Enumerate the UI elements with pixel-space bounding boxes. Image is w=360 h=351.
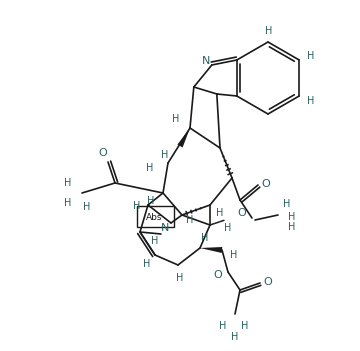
Text: H: H [133, 201, 141, 211]
Text: H: H [64, 198, 72, 208]
Text: H: H [230, 250, 238, 260]
Text: H: H [64, 178, 72, 188]
Text: H: H [307, 51, 315, 61]
Text: H: H [231, 332, 239, 342]
Text: H: H [283, 199, 291, 209]
Text: H: H [265, 26, 273, 36]
Polygon shape [200, 247, 222, 253]
Text: H: H [224, 223, 232, 233]
Text: H: H [161, 150, 169, 160]
Text: H: H [288, 222, 296, 232]
Text: Abs: Abs [146, 212, 163, 221]
Text: O: O [99, 148, 107, 158]
Text: H: H [83, 202, 91, 212]
Text: H: H [151, 236, 159, 246]
Text: H: H [241, 321, 249, 331]
Text: H: H [176, 273, 184, 283]
Text: H: H [143, 259, 151, 269]
Text: O: O [262, 179, 270, 189]
Text: O: O [213, 270, 222, 280]
Text: O: O [238, 208, 246, 218]
Text: O: O [264, 277, 273, 287]
Polygon shape [177, 128, 190, 147]
Text: H: H [216, 208, 224, 218]
Text: N: N [202, 56, 210, 66]
Text: H: H [172, 114, 180, 124]
Text: H: H [146, 163, 154, 173]
Text: H: H [288, 212, 296, 222]
Text: H: H [201, 233, 209, 243]
Text: H: H [219, 321, 227, 331]
Text: H: H [307, 96, 315, 106]
Text: N: N [161, 223, 169, 233]
Text: H: H [147, 196, 155, 206]
Text: H: H [186, 215, 194, 225]
